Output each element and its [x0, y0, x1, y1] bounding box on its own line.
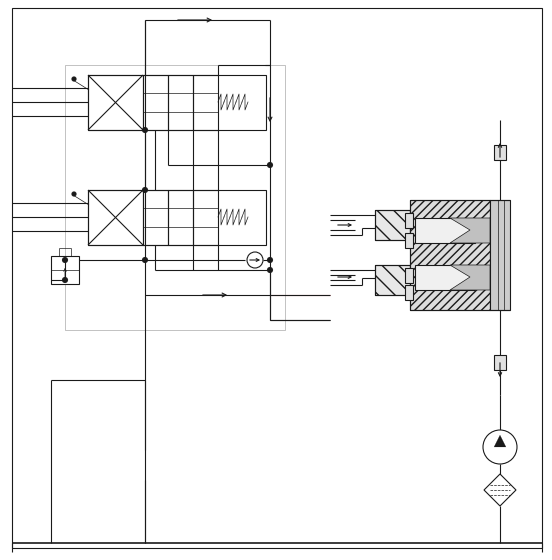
Bar	[88, 75, 266, 130]
Circle shape	[142, 187, 148, 193]
Bar	[375, 265, 410, 295]
Bar	[375, 210, 410, 240]
Bar	[405, 285, 413, 300]
Bar	[193, 190, 218, 245]
Polygon shape	[494, 435, 506, 447]
Circle shape	[483, 430, 517, 464]
Polygon shape	[484, 474, 516, 506]
Circle shape	[142, 257, 148, 263]
Bar	[88, 190, 143, 245]
Circle shape	[267, 162, 273, 168]
Bar	[143, 190, 168, 245]
Circle shape	[142, 127, 148, 133]
Bar	[88, 75, 143, 130]
Bar	[168, 190, 193, 245]
Bar	[405, 213, 413, 228]
Polygon shape	[450, 265, 490, 290]
Bar	[405, 233, 413, 248]
Bar	[375, 210, 410, 240]
Bar	[168, 75, 193, 130]
Circle shape	[267, 257, 273, 263]
Bar	[410, 200, 490, 310]
Polygon shape	[450, 218, 490, 243]
Bar	[410, 200, 490, 310]
Bar	[490, 200, 510, 310]
Bar	[65, 65, 285, 330]
Circle shape	[62, 257, 68, 263]
Bar	[193, 75, 218, 130]
Circle shape	[72, 77, 77, 82]
Bar	[415, 265, 475, 290]
Bar	[375, 265, 410, 295]
Bar	[51, 256, 79, 284]
Circle shape	[62, 277, 68, 283]
Bar	[494, 355, 506, 370]
Bar	[143, 75, 168, 130]
Circle shape	[267, 267, 273, 273]
Bar	[415, 218, 475, 243]
Bar	[405, 268, 413, 283]
Circle shape	[247, 252, 263, 268]
Circle shape	[72, 192, 77, 197]
Bar	[494, 145, 506, 160]
Bar	[88, 190, 266, 245]
